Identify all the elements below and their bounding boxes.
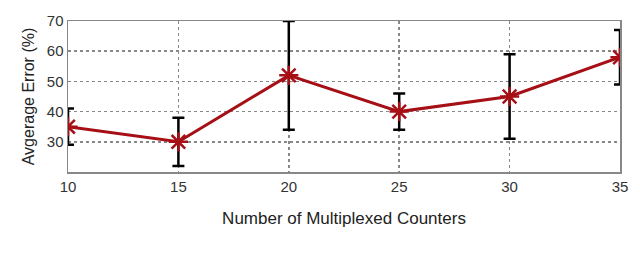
svg-text:Avgerage Error (%): Avgerage Error (%) bbox=[20, 28, 37, 166]
svg-text:30: 30 bbox=[501, 178, 518, 195]
svg-text:35: 35 bbox=[612, 178, 629, 195]
svg-text:25: 25 bbox=[391, 178, 408, 195]
svg-text:20: 20 bbox=[280, 178, 297, 195]
svg-text:15: 15 bbox=[170, 178, 187, 195]
svg-text:40: 40 bbox=[47, 103, 64, 120]
svg-text:50: 50 bbox=[47, 73, 64, 90]
svg-text:10: 10 bbox=[60, 178, 77, 195]
svg-text:70: 70 bbox=[47, 12, 64, 29]
svg-text:30: 30 bbox=[47, 133, 64, 150]
svg-text:Number of Multiplexed Counters: Number of Multiplexed Counters bbox=[222, 209, 466, 228]
svg-text:60: 60 bbox=[47, 42, 64, 59]
